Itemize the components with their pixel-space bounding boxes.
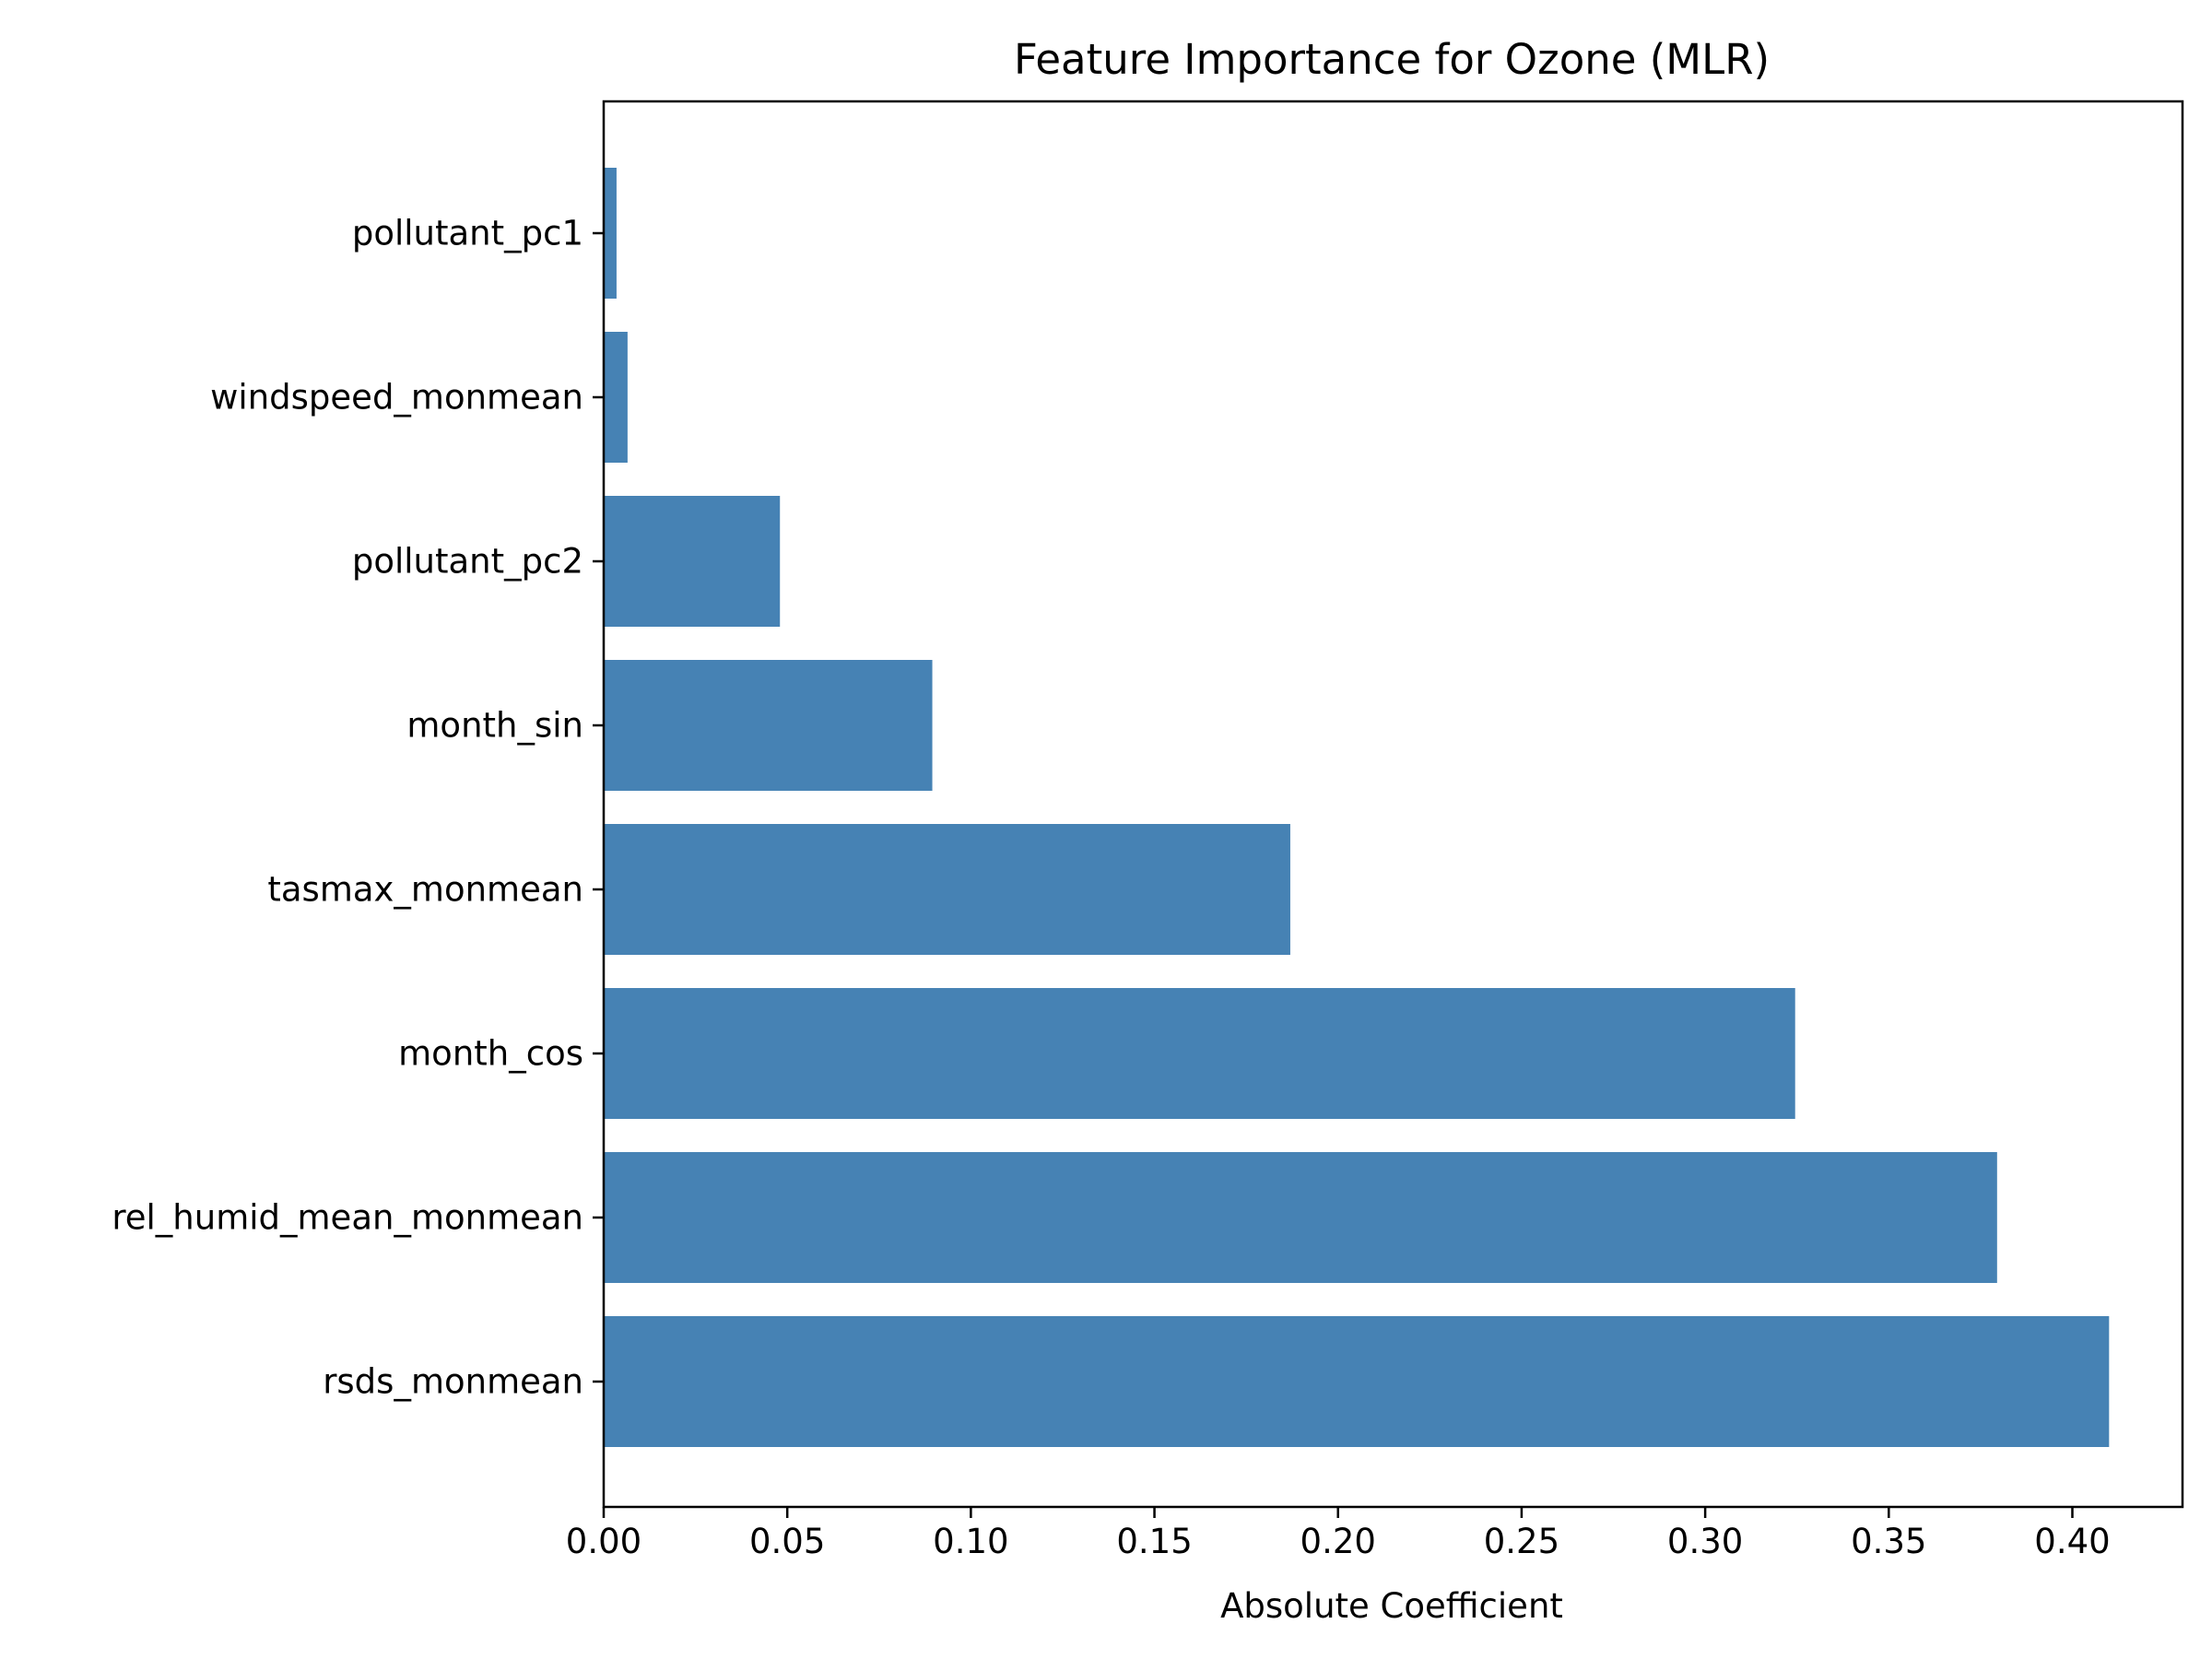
bars-layer	[604, 168, 2110, 1447]
x-axis-title: Absolute Coefficient	[1220, 1586, 1563, 1626]
x-tick-label: 0.25	[1484, 1522, 1559, 1561]
x-tick-label: 0.35	[1851, 1522, 1926, 1561]
plot-frame	[602, 100, 2184, 1509]
x-tick-label: 0.30	[1667, 1522, 1743, 1561]
bar-month-cos	[604, 988, 1795, 1119]
y-tick-label: rsds_monmean	[323, 1362, 583, 1402]
bar-rel-humid-mean-monmean	[604, 1152, 1997, 1283]
x-tick-label: 0.15	[1116, 1522, 1192, 1561]
bar-pollutant-pc2	[604, 496, 781, 627]
y-tick-label: rel_humid_mean_monmean	[112, 1198, 583, 1238]
y-tick-label: pollutant_pc2	[352, 542, 583, 582]
x-tick-label: 0.20	[1300, 1522, 1376, 1561]
x-axis: 0.00 0.05 0.10 0.15 0.20 0.25 0.30 0.35 0.40	[566, 1507, 2111, 1561]
x-tick-label: 0.40	[2034, 1522, 2110, 1561]
bar-month-sin	[604, 660, 933, 791]
y-tick-label: pollutant_pc1	[352, 214, 583, 253]
y-tick-label: month_sin	[406, 706, 583, 746]
bar-tasmax-monmean	[604, 824, 1290, 955]
y-tick-label: tasmax_monmean	[267, 870, 583, 910]
y-tick-label: month_cos	[398, 1034, 583, 1074]
y-axis: pollutant_pc1 windspeed_monmean pollutant_…	[112, 214, 604, 1402]
bar-pollutant-pc1	[604, 168, 617, 299]
x-tick-label: 0.00	[566, 1522, 641, 1561]
chart-title: Feature Importance for Ozone (MLR)	[1014, 35, 1770, 84]
x-tick-label: 0.05	[749, 1522, 825, 1561]
bar-windspeed-monmean	[604, 332, 628, 463]
bar-rsds-monmean	[604, 1316, 2110, 1447]
y-tick-label: windspeed_monmean	[210, 378, 583, 418]
x-tick-label: 0.10	[933, 1522, 1008, 1561]
